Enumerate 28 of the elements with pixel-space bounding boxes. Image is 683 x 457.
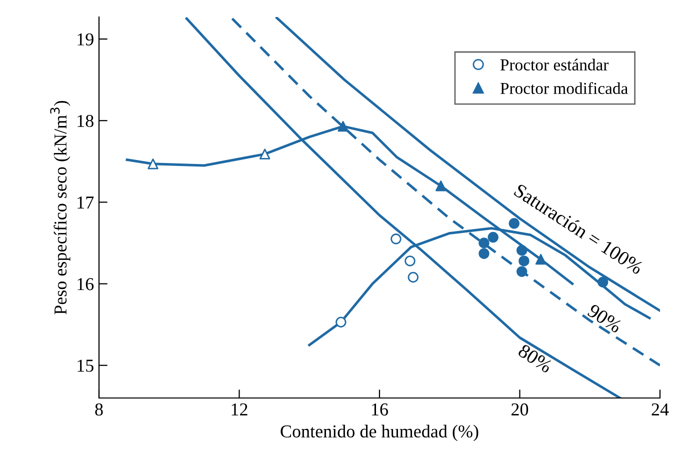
point — [478, 238, 490, 248]
x-tick-label: 8 — [95, 403, 103, 416]
y-tick-label: 19 — [78, 33, 94, 46]
x-tick-label: 12 — [232, 403, 248, 416]
annotation: 90% — [586, 304, 623, 334]
y-tick-label: 15 — [78, 360, 94, 372]
point — [516, 266, 528, 277]
annotation: 80% — [517, 344, 554, 374]
x-tick-label: 24 — [652, 403, 669, 416]
point — [535, 254, 546, 265]
point — [148, 158, 158, 170]
point — [478, 248, 490, 259]
point — [516, 244, 528, 256]
point — [597, 276, 608, 288]
point — [518, 256, 530, 266]
y-axis-title: Peso específico seco (kN/m$^{3}$) — [50, 100, 70, 314]
y-tick-label: 17 — [78, 196, 94, 208]
y-tick-label: 18 — [78, 114, 94, 128]
point — [259, 148, 270, 160]
x-tick-label: 20 — [512, 403, 528, 416]
legend-label: Proctor modificada — [500, 82, 628, 94]
point — [436, 180, 446, 192]
x-tick-label: 16 — [372, 403, 388, 416]
y-tick-label: 16 — [78, 278, 94, 290]
legend-label: Proctor estándar — [500, 58, 609, 70]
x-axis-title: Contenido de humedad (%) — [280, 424, 478, 442]
point — [488, 232, 498, 243]
point — [338, 120, 348, 132]
